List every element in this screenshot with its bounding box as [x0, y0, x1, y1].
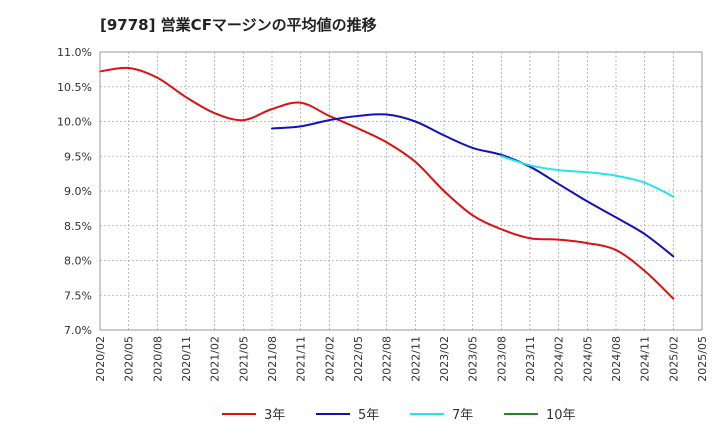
x-tick-label: 2021/08	[266, 336, 279, 382]
legend-item: 5年	[316, 408, 379, 423]
x-tick-label: 2021/05	[237, 336, 250, 382]
y-tick-label: 11.0%	[57, 46, 92, 59]
legend-label: 10年	[546, 408, 576, 423]
x-tick-label: 2020/02	[94, 336, 107, 382]
legend: 3年 5年 7年 10年	[222, 408, 576, 423]
x-tick-label: 2023/05	[467, 336, 480, 382]
y-tick-label: 7.0%	[64, 324, 92, 337]
legend-item: 10年	[504, 408, 576, 423]
series-line-2	[271, 113, 675, 258]
x-tick-label: 2024/02	[553, 336, 566, 382]
x-tick-label: 2022/02	[323, 336, 336, 382]
chart-title: [9778] 営業CFマージンの平均値の推移	[100, 16, 377, 34]
legend-label: 7年	[452, 408, 473, 423]
legend-item: 7年	[410, 408, 473, 423]
y-tick-label: 9.0%	[64, 185, 92, 198]
legend-label: 3年	[264, 408, 285, 423]
x-tick-label: 2025/02	[667, 336, 680, 382]
y-tick-label: 9.5%	[64, 150, 92, 163]
x-tick-label: 2023/11	[524, 336, 537, 382]
x-axis-ticks: 2020/02 2020/05 2020/08 2020/11 2021/02 2021/…	[94, 336, 709, 382]
legend-item: 3年	[222, 408, 285, 423]
series-line-3	[500, 155, 675, 198]
x-tick-label: 2025/05	[696, 336, 709, 382]
x-tick-label: 2022/05	[352, 336, 365, 382]
x-tick-label: 2022/11	[409, 336, 422, 382]
x-tick-label: 2021/02	[209, 336, 222, 382]
x-tick-label: 2024/05	[581, 336, 594, 382]
x-tick-label: 2023/02	[438, 336, 451, 382]
x-tick-label: 2020/08	[151, 336, 164, 382]
plot-frame	[99, 51, 703, 331]
x-tick-label: 2023/08	[495, 336, 508, 382]
y-axis-ticks: 11.0% 10.5% 10.0% 9.5% 9.0% 8.5% 8.0% 7.5% 7.0%	[57, 46, 92, 337]
x-tick-label: 2022/08	[381, 336, 394, 382]
y-tick-label: 7.5%	[64, 289, 92, 302]
x-tick-label: 2024/11	[639, 336, 652, 382]
y-tick-label: 10.5%	[57, 81, 92, 94]
series-line-1	[99, 66, 675, 300]
grid	[99, 51, 703, 331]
x-tick-label: 2024/08	[610, 336, 623, 382]
y-tick-label: 10.0%	[57, 116, 92, 129]
legend-label: 5年	[358, 408, 379, 423]
x-tick-label: 2020/05	[123, 336, 136, 382]
x-tick-label: 2021/11	[295, 336, 308, 382]
x-tick-label: 2020/11	[180, 336, 193, 382]
y-tick-label: 8.0%	[64, 255, 92, 268]
series-lines	[99, 66, 675, 300]
y-tick-label: 8.5%	[64, 220, 92, 233]
